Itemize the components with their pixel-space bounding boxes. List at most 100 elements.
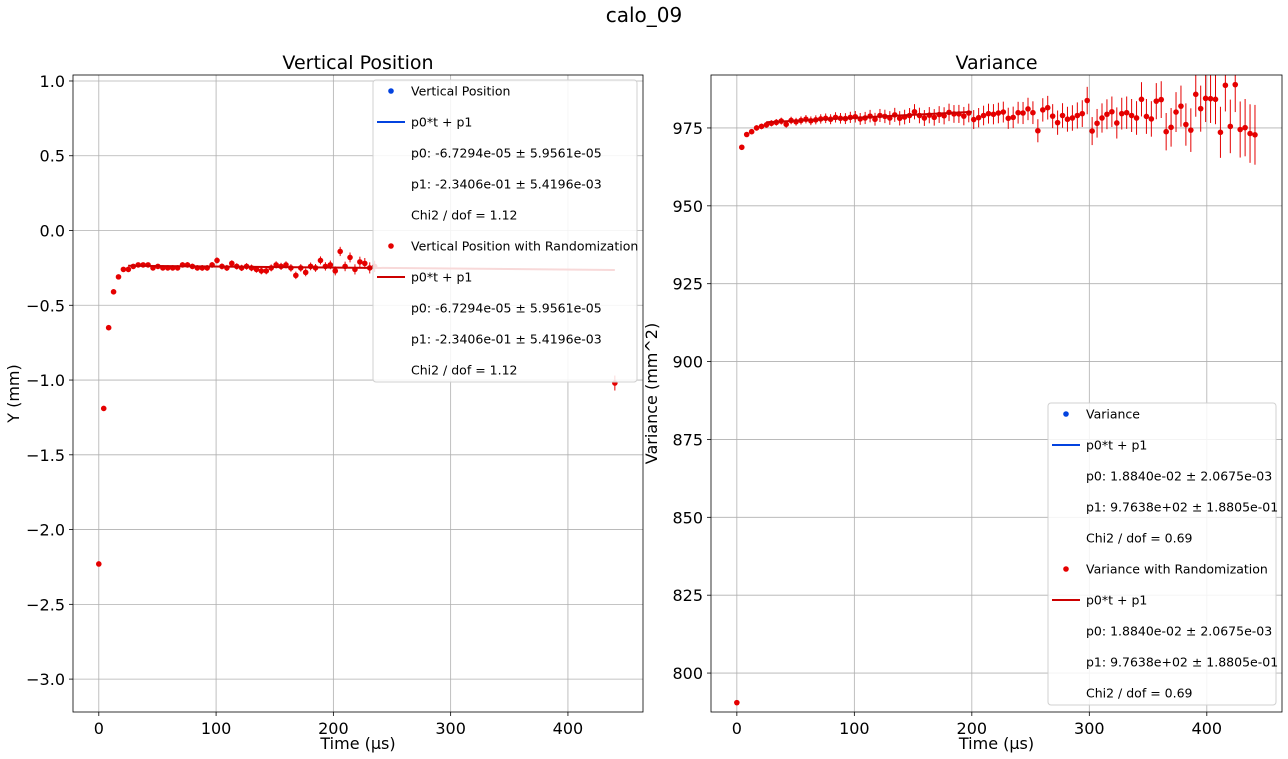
data-point xyxy=(332,268,339,274)
data-point xyxy=(1212,96,1219,103)
x-axis-label: Time (µs) xyxy=(958,734,1034,753)
data-point xyxy=(1128,112,1135,119)
legend-entry: p1: 9.7638e+02 ± 1.8805e-01 xyxy=(1086,655,1278,670)
data-point xyxy=(1054,119,1061,126)
data-point xyxy=(1183,121,1189,128)
data-point xyxy=(1118,110,1125,117)
data-point xyxy=(96,561,102,567)
x-tick-label: 200 xyxy=(957,719,988,738)
legend-marker xyxy=(1063,411,1069,417)
data-point xyxy=(1202,95,1209,102)
data-point xyxy=(1015,109,1021,116)
y-tick-label: −1.5 xyxy=(26,446,65,465)
data-point xyxy=(1030,109,1036,116)
data-point xyxy=(1163,128,1169,135)
legend-entry: p1: -2.3406e-01 ± 5.4196e-03 xyxy=(411,332,602,347)
y-axis-label: Y (mm) xyxy=(4,364,23,424)
x-tick-label: 400 xyxy=(553,719,584,738)
y-tick-label: 1.0 xyxy=(40,72,65,91)
data-point xyxy=(1000,109,1007,115)
data-point xyxy=(1039,107,1046,113)
y-tick-label: −2.5 xyxy=(26,595,65,614)
data-point xyxy=(1232,81,1239,88)
y-tick-label: 825 xyxy=(672,586,703,605)
data-point xyxy=(1178,103,1184,109)
data-point xyxy=(941,113,947,119)
data-point xyxy=(1104,111,1110,118)
data-point xyxy=(1084,97,1091,104)
data-point xyxy=(1123,109,1130,116)
data-point xyxy=(1079,110,1086,117)
y-tick-label: 975 xyxy=(672,119,703,138)
data-point xyxy=(1197,105,1204,112)
y-tick-label: 0.5 xyxy=(40,147,65,166)
data-point xyxy=(1094,120,1100,127)
legend-entry: p0*t + p1 xyxy=(1086,593,1147,608)
data-point xyxy=(1099,115,1105,121)
y-tick-label: 0.0 xyxy=(40,222,65,241)
legend-marker xyxy=(388,243,394,249)
data-point xyxy=(1158,96,1165,103)
x-tick-label: 400 xyxy=(1192,719,1223,738)
legend-entry: p0: -6.7294e-05 ± 5.9561e-05 xyxy=(411,301,602,316)
y-tick-label: −1.0 xyxy=(26,371,65,390)
legend-entry: Vertical Position xyxy=(411,84,510,99)
data-point xyxy=(302,269,309,276)
data-point xyxy=(357,259,363,265)
data-point xyxy=(293,272,299,279)
legend: Variance p0*t + p1 p0: 1.8840e-02 ± 2.0675… xyxy=(1047,402,1278,706)
x-axis-label: Time (µs) xyxy=(319,734,395,753)
chart-title: Variance xyxy=(955,52,1037,74)
legend-frame xyxy=(1047,402,1277,706)
data-point xyxy=(110,289,117,295)
data-point xyxy=(1168,124,1174,131)
figure-title: calo_09 xyxy=(606,3,683,27)
variance-chart: 0 100 200 300 400 800 825 850 875 900 925 950 975 Var… xyxy=(642,52,1283,753)
data-point xyxy=(253,266,260,273)
data-point xyxy=(1114,120,1120,126)
data-point xyxy=(120,266,127,273)
legend-entry: Chi2 / dof = 1.12 xyxy=(411,363,517,378)
x-tick-label: 100 xyxy=(839,719,870,738)
data-point xyxy=(896,115,903,122)
data-point xyxy=(1237,126,1243,133)
data-point xyxy=(317,257,324,264)
legend-entry: p0*t + p1 xyxy=(1086,438,1147,453)
data-point xyxy=(1242,124,1248,131)
legend-entry: Vertical Position with Randomization xyxy=(411,239,638,254)
y-axis-label: Variance (mm^2) xyxy=(642,323,661,464)
data-point xyxy=(980,112,987,119)
y-tick-label: 950 xyxy=(672,197,703,216)
data-point xyxy=(1217,129,1224,136)
legend-frame xyxy=(372,79,638,383)
data-point xyxy=(1148,116,1155,122)
data-point xyxy=(970,116,977,123)
legend-entry: p0*t + p1 xyxy=(411,115,472,130)
data-point xyxy=(748,128,755,135)
legend-entry: p0: -6.7294e-05 ± 5.9561e-05 xyxy=(411,146,602,161)
vertical-position-chart: 0 100 200 300 400 −3.0 −2.5 −2.0 −1.5 −1.0 −0.5 0.0… xyxy=(4,52,644,753)
y-tick-label: 900 xyxy=(672,353,703,372)
x-tick-label: 300 xyxy=(1074,719,1105,738)
data-point xyxy=(758,123,765,130)
legend-entry: Variance xyxy=(1086,407,1140,422)
data-layer xyxy=(734,75,1258,706)
data-point xyxy=(1227,123,1234,130)
data-point xyxy=(743,131,750,138)
data-point xyxy=(214,257,220,264)
chart-title: Vertical Position xyxy=(282,52,433,74)
data-point xyxy=(1252,132,1258,138)
y-tick-label: 875 xyxy=(672,430,703,449)
data-point xyxy=(1222,82,1229,89)
data-point xyxy=(125,266,132,273)
data-point xyxy=(1133,115,1140,121)
data-point xyxy=(347,254,353,261)
data-point xyxy=(738,144,745,151)
data-point xyxy=(1109,108,1115,115)
data-layer xyxy=(96,246,618,567)
data-point xyxy=(975,114,982,121)
data-point xyxy=(783,121,789,128)
data-point xyxy=(115,274,122,280)
data-point xyxy=(1207,95,1214,102)
